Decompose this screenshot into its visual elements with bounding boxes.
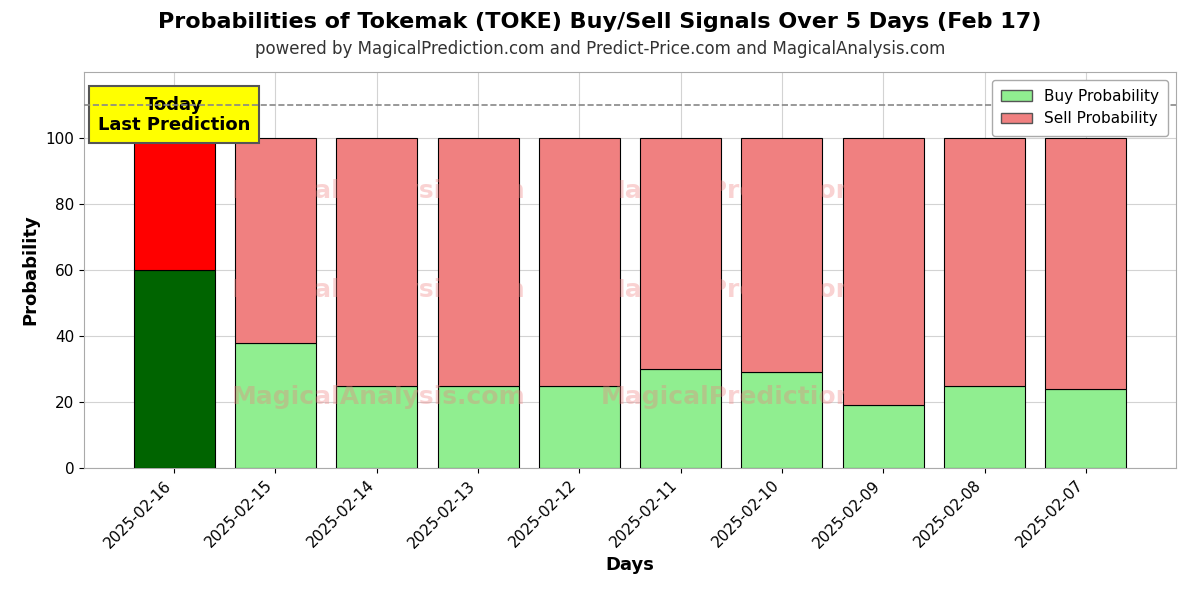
Text: MagicalAnalysis.com: MagicalAnalysis.com (232, 179, 526, 203)
Bar (1045, 389, 1127, 468)
Bar (336, 386, 418, 468)
Bar (235, 138, 316, 343)
Legend: Buy Probability, Sell Probability: Buy Probability, Sell Probability (992, 80, 1169, 136)
Text: powered by MagicalPrediction.com and Predict-Price.com and MagicalAnalysis.com: powered by MagicalPrediction.com and Pre… (254, 40, 946, 58)
Text: MagicalPrediction.com: MagicalPrediction.com (600, 278, 922, 302)
Text: Probabilities of Tokemak (TOKE) Buy/Sell Signals Over 5 Days (Feb 17): Probabilities of Tokemak (TOKE) Buy/Sell… (158, 12, 1042, 32)
X-axis label: Days: Days (606, 556, 654, 574)
Bar (742, 372, 822, 468)
Text: Today
Last Prediction: Today Last Prediction (98, 95, 251, 134)
Bar (133, 270, 215, 468)
Text: MagicalPrediction.com: MagicalPrediction.com (600, 179, 922, 203)
Text: MagicalAnalysis.com: MagicalAnalysis.com (232, 278, 526, 302)
Bar (336, 138, 418, 386)
Bar (842, 406, 924, 468)
Bar (235, 343, 316, 468)
Y-axis label: Probability: Probability (22, 215, 40, 325)
Bar (944, 138, 1025, 386)
Bar (640, 369, 721, 468)
Bar (539, 386, 620, 468)
Bar (944, 386, 1025, 468)
Bar (742, 138, 822, 372)
Bar (133, 138, 215, 270)
Bar (438, 386, 518, 468)
Bar (842, 138, 924, 406)
Text: MagicalAnalysis.com: MagicalAnalysis.com (232, 385, 526, 409)
Bar (539, 138, 620, 386)
Bar (1045, 138, 1127, 389)
Bar (438, 138, 518, 386)
Text: MagicalPrediction.com: MagicalPrediction.com (600, 385, 922, 409)
Bar (640, 138, 721, 369)
